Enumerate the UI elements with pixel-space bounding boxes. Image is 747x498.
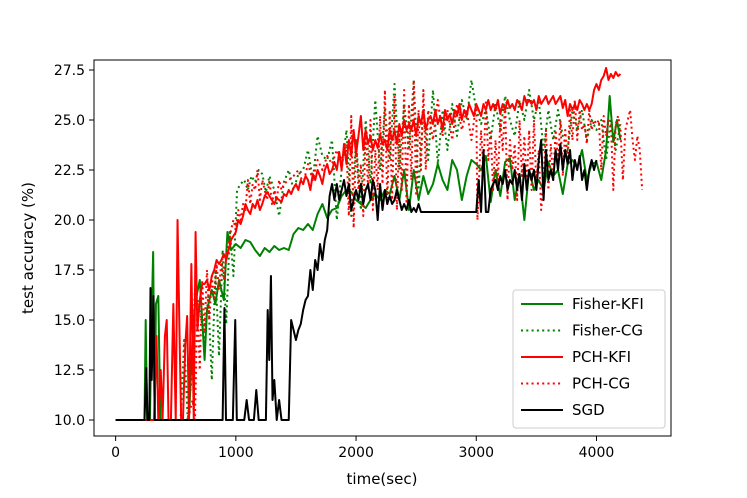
y-tick-label: 10.0 (54, 413, 85, 429)
y-tick-label: 22.5 (54, 163, 85, 179)
legend-label: PCH-KFI (572, 348, 631, 366)
legend-label: SGD (572, 401, 605, 419)
x-tick-label: 2000 (338, 445, 374, 461)
x-axis: 0 1000 2000 3000 4000 (111, 436, 614, 461)
series-line-sgd (115, 139, 598, 421)
y-tick-label: 17.5 (54, 263, 85, 279)
x-tick-label: 4000 (579, 445, 615, 461)
y-tick-label: 25.0 (54, 113, 85, 129)
y-tick-label: 12.5 (54, 363, 85, 379)
y-axis: 10.0 12.5 15.0 17.5 20.0 22.5 25.0 27.5 (54, 63, 94, 429)
y-tick-label: 20.0 (54, 213, 85, 229)
x-tick-label: 0 (111, 445, 120, 461)
legend-label: Fisher-CG (572, 322, 643, 340)
series-line-pch-cg (115, 79, 644, 421)
legend-label: Fisher-KFI (572, 295, 644, 313)
x-tick-label: 1000 (218, 445, 254, 461)
legend-box (512, 289, 666, 429)
y-axis-label: test accuracy (%) (19, 182, 37, 314)
y-tick-label: 27.5 (54, 63, 85, 79)
legend: Fisher-KFI Fisher-CG PCH-KFI PCH-CG SGD (512, 289, 666, 429)
x-axis-label: time(sec) (347, 470, 418, 488)
series-layer (115, 67, 644, 421)
x-tick-label: 3000 (458, 445, 494, 461)
plot-frame (93, 59, 672, 437)
y-tick-label: 15.0 (54, 313, 85, 329)
legend-label: PCH-CG (572, 375, 630, 393)
